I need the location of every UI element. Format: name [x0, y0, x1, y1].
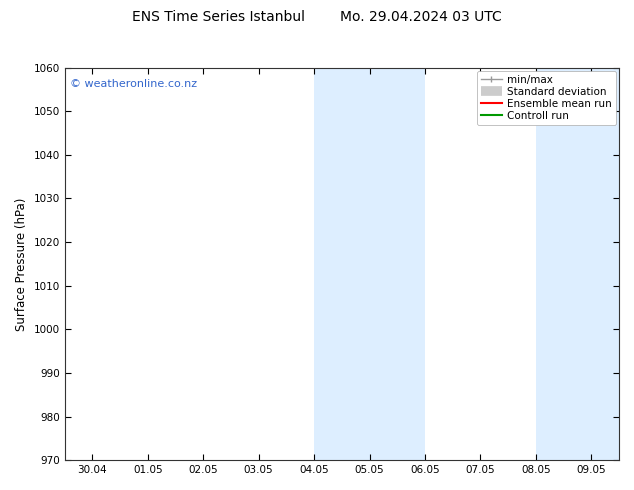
Bar — [536, 68, 592, 460]
Text: © weatheronline.co.nz: © weatheronline.co.nz — [70, 79, 197, 89]
Y-axis label: Surface Pressure (hPa): Surface Pressure (hPa) — [15, 197, 28, 331]
Bar — [370, 68, 425, 460]
Bar — [592, 68, 619, 460]
Legend: min/max, Standard deviation, Ensemble mean run, Controll run: min/max, Standard deviation, Ensemble me… — [477, 71, 616, 125]
Text: ENS Time Series Istanbul        Mo. 29.04.2024 03 UTC: ENS Time Series Istanbul Mo. 29.04.2024 … — [132, 10, 502, 24]
Bar — [314, 68, 370, 460]
